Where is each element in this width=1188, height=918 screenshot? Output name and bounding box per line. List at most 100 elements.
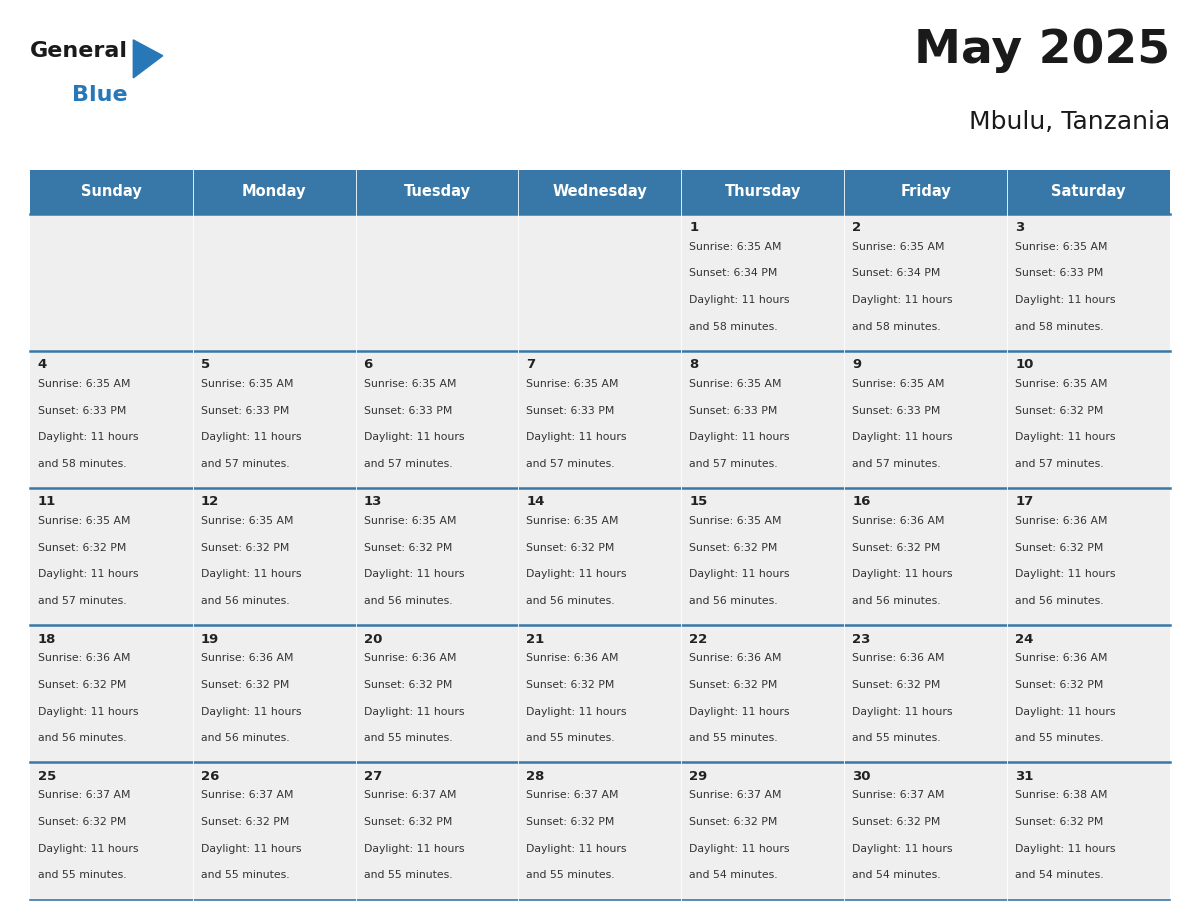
FancyBboxPatch shape xyxy=(845,763,1007,900)
Text: and 57 minutes.: and 57 minutes. xyxy=(689,459,778,469)
Text: Sunset: 6:32 PM: Sunset: 6:32 PM xyxy=(201,680,289,689)
Text: and 55 minutes.: and 55 minutes. xyxy=(526,733,615,744)
FancyBboxPatch shape xyxy=(355,170,518,214)
FancyBboxPatch shape xyxy=(682,625,845,763)
FancyBboxPatch shape xyxy=(355,214,518,351)
Text: Sunrise: 6:35 AM: Sunrise: 6:35 AM xyxy=(1016,241,1107,252)
Text: Tuesday: Tuesday xyxy=(404,185,470,199)
Text: Daylight: 11 hours: Daylight: 11 hours xyxy=(201,707,301,717)
Text: Sunrise: 6:37 AM: Sunrise: 6:37 AM xyxy=(689,790,782,800)
FancyBboxPatch shape xyxy=(30,351,192,488)
Text: Sunrise: 6:35 AM: Sunrise: 6:35 AM xyxy=(38,516,131,526)
Text: Daylight: 11 hours: Daylight: 11 hours xyxy=(1016,432,1116,442)
Text: 10: 10 xyxy=(1016,358,1034,372)
Text: Sunset: 6:34 PM: Sunset: 6:34 PM xyxy=(689,268,778,278)
Text: Sunset: 6:32 PM: Sunset: 6:32 PM xyxy=(1016,817,1104,827)
Text: Mbulu, Tanzania: Mbulu, Tanzania xyxy=(969,110,1170,134)
Text: and 56 minutes.: and 56 minutes. xyxy=(201,733,289,744)
Text: Sunset: 6:32 PM: Sunset: 6:32 PM xyxy=(526,680,615,689)
Text: Sunset: 6:34 PM: Sunset: 6:34 PM xyxy=(852,268,941,278)
Text: Daylight: 11 hours: Daylight: 11 hours xyxy=(526,844,627,854)
Text: 18: 18 xyxy=(38,633,56,645)
Text: Sunrise: 6:37 AM: Sunrise: 6:37 AM xyxy=(852,790,944,800)
Text: 21: 21 xyxy=(526,633,545,645)
Text: and 56 minutes.: and 56 minutes. xyxy=(1016,596,1104,606)
Text: and 58 minutes.: and 58 minutes. xyxy=(852,322,941,332)
Text: and 57 minutes.: and 57 minutes. xyxy=(852,459,941,469)
Text: Sunrise: 6:35 AM: Sunrise: 6:35 AM xyxy=(526,379,619,389)
Text: Sunrise: 6:36 AM: Sunrise: 6:36 AM xyxy=(1016,516,1107,526)
Text: Sunrise: 6:35 AM: Sunrise: 6:35 AM xyxy=(689,379,782,389)
Text: Sunrise: 6:35 AM: Sunrise: 6:35 AM xyxy=(1016,379,1107,389)
Text: Daylight: 11 hours: Daylight: 11 hours xyxy=(1016,707,1116,717)
Text: 27: 27 xyxy=(364,770,381,783)
Text: 5: 5 xyxy=(201,358,210,372)
Text: Sunset: 6:33 PM: Sunset: 6:33 PM xyxy=(201,406,289,416)
Text: Sunset: 6:32 PM: Sunset: 6:32 PM xyxy=(689,817,778,827)
Text: Sunrise: 6:35 AM: Sunrise: 6:35 AM xyxy=(201,379,293,389)
Text: Sunset: 6:32 PM: Sunset: 6:32 PM xyxy=(38,680,126,689)
Text: 13: 13 xyxy=(364,496,381,509)
Text: Daylight: 11 hours: Daylight: 11 hours xyxy=(689,707,790,717)
Text: Sunday: Sunday xyxy=(81,185,141,199)
FancyBboxPatch shape xyxy=(355,763,518,900)
FancyBboxPatch shape xyxy=(30,763,192,900)
FancyBboxPatch shape xyxy=(518,214,682,351)
Text: Wednesday: Wednesday xyxy=(552,185,647,199)
Text: Sunrise: 6:36 AM: Sunrise: 6:36 AM xyxy=(1016,653,1107,663)
Text: Sunset: 6:33 PM: Sunset: 6:33 PM xyxy=(526,406,615,416)
FancyBboxPatch shape xyxy=(845,214,1007,351)
FancyBboxPatch shape xyxy=(1007,488,1170,625)
FancyBboxPatch shape xyxy=(682,763,845,900)
Text: Sunrise: 6:35 AM: Sunrise: 6:35 AM xyxy=(689,241,782,252)
FancyBboxPatch shape xyxy=(355,488,518,625)
Text: Sunrise: 6:35 AM: Sunrise: 6:35 AM xyxy=(689,516,782,526)
Text: Daylight: 11 hours: Daylight: 11 hours xyxy=(364,844,465,854)
Text: and 57 minutes.: and 57 minutes. xyxy=(526,459,615,469)
Text: Sunset: 6:32 PM: Sunset: 6:32 PM xyxy=(201,543,289,553)
Text: 3: 3 xyxy=(1016,221,1024,234)
FancyBboxPatch shape xyxy=(30,170,192,214)
Text: 4: 4 xyxy=(38,358,48,372)
Text: Sunset: 6:32 PM: Sunset: 6:32 PM xyxy=(526,543,615,553)
FancyBboxPatch shape xyxy=(518,351,682,488)
Text: Sunset: 6:32 PM: Sunset: 6:32 PM xyxy=(1016,543,1104,553)
Text: Daylight: 11 hours: Daylight: 11 hours xyxy=(201,569,301,579)
Text: 2: 2 xyxy=(852,221,861,234)
Text: 7: 7 xyxy=(526,358,536,372)
Text: Sunset: 6:33 PM: Sunset: 6:33 PM xyxy=(852,406,941,416)
Text: Sunset: 6:32 PM: Sunset: 6:32 PM xyxy=(852,543,941,553)
Text: Thursday: Thursday xyxy=(725,185,801,199)
Text: and 54 minutes.: and 54 minutes. xyxy=(852,870,941,880)
Text: 14: 14 xyxy=(526,496,545,509)
Text: Daylight: 11 hours: Daylight: 11 hours xyxy=(852,707,953,717)
Text: Sunrise: 6:37 AM: Sunrise: 6:37 AM xyxy=(201,790,293,800)
Text: and 55 minutes.: and 55 minutes. xyxy=(852,733,941,744)
Text: Sunrise: 6:35 AM: Sunrise: 6:35 AM xyxy=(852,241,944,252)
Text: Daylight: 11 hours: Daylight: 11 hours xyxy=(38,569,138,579)
FancyBboxPatch shape xyxy=(192,214,355,351)
FancyBboxPatch shape xyxy=(518,488,682,625)
Text: and 57 minutes.: and 57 minutes. xyxy=(38,596,126,606)
Text: Daylight: 11 hours: Daylight: 11 hours xyxy=(201,844,301,854)
Text: Daylight: 11 hours: Daylight: 11 hours xyxy=(852,569,953,579)
Text: Daylight: 11 hours: Daylight: 11 hours xyxy=(852,295,953,305)
FancyBboxPatch shape xyxy=(845,170,1007,214)
Text: Monday: Monday xyxy=(242,185,307,199)
FancyBboxPatch shape xyxy=(30,625,192,763)
Text: 1: 1 xyxy=(689,221,699,234)
Text: Sunrise: 6:35 AM: Sunrise: 6:35 AM xyxy=(201,516,293,526)
Text: Sunset: 6:32 PM: Sunset: 6:32 PM xyxy=(1016,406,1104,416)
Text: 22: 22 xyxy=(689,633,708,645)
Text: 31: 31 xyxy=(1016,770,1034,783)
Text: Daylight: 11 hours: Daylight: 11 hours xyxy=(689,295,790,305)
Text: 20: 20 xyxy=(364,633,381,645)
Text: Sunset: 6:32 PM: Sunset: 6:32 PM xyxy=(852,817,941,827)
Text: Blue: Blue xyxy=(71,85,127,106)
FancyBboxPatch shape xyxy=(682,214,845,351)
Text: Sunrise: 6:36 AM: Sunrise: 6:36 AM xyxy=(852,653,944,663)
FancyBboxPatch shape xyxy=(1007,625,1170,763)
Text: 26: 26 xyxy=(201,770,219,783)
Text: Daylight: 11 hours: Daylight: 11 hours xyxy=(201,432,301,442)
Text: and 56 minutes.: and 56 minutes. xyxy=(364,596,453,606)
